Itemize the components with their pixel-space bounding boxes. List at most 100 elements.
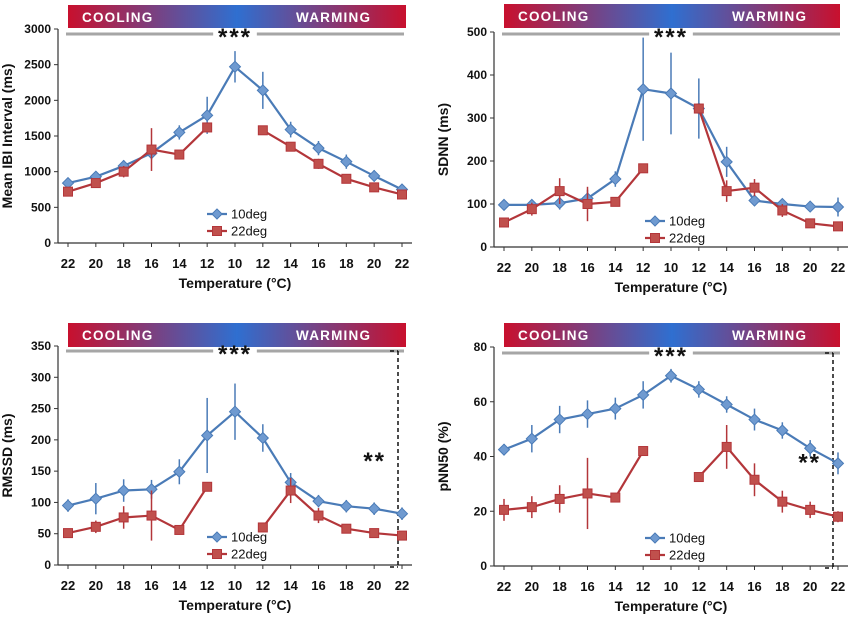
data-point-22deg — [90, 178, 101, 189]
data-point-22deg — [118, 512, 129, 523]
series-10deg — [61, 383, 409, 520]
data-point-10deg — [831, 200, 845, 214]
x-tick-label: 16 — [580, 579, 594, 594]
data-point-10deg — [497, 443, 511, 456]
series-line — [67, 65, 403, 191]
data-point-22deg — [526, 204, 537, 215]
data-point-22deg — [610, 492, 621, 503]
x-tick-label: 20 — [803, 579, 817, 594]
legend-label-10deg: 10deg — [231, 530, 267, 545]
x-tick-label: 10 — [664, 260, 678, 275]
x-tick-label: 18 — [116, 578, 130, 593]
legend-marker-10deg — [649, 215, 661, 227]
y-tick-label: 250 — [31, 402, 51, 416]
x-tick-label: 10 — [228, 256, 242, 271]
series-line — [503, 450, 645, 511]
x-axis-label: Temperature (°C) — [179, 597, 292, 613]
x-tick-label: 14 — [283, 256, 298, 271]
data-point-10deg — [720, 398, 733, 411]
y-tick-label: 80 — [474, 340, 488, 354]
legend: 10deg 22deg — [645, 214, 705, 246]
data-point-10deg — [831, 457, 845, 470]
x-tick-label: 20 — [525, 260, 539, 275]
data-point-10deg — [803, 200, 817, 213]
data-point-22deg — [833, 221, 843, 232]
y-tick-label: 350 — [31, 339, 51, 353]
x-tick-label: 18 — [775, 579, 789, 594]
significance-stars: *** — [654, 343, 688, 370]
data-point-22deg — [526, 502, 537, 513]
x-tick-label: 20 — [367, 256, 381, 271]
y-tick-label: 200 — [467, 154, 487, 168]
x-tick-label: 12 — [692, 260, 706, 275]
x-tick-label: 14 — [719, 579, 734, 594]
x-tick-label: 14 — [608, 260, 623, 275]
data-point-10deg — [636, 388, 650, 402]
data-point-10deg — [340, 155, 353, 168]
series-10deg — [61, 51, 409, 196]
cooling-label: COOLING — [82, 328, 153, 343]
data-point-22deg — [833, 511, 843, 522]
temperature-gradient-bar — [68, 5, 406, 28]
data-point-22deg — [554, 186, 565, 197]
y-tick-label: 0 — [480, 240, 487, 254]
data-point-22deg — [63, 528, 73, 539]
x-tick-label: 10 — [228, 578, 242, 593]
temperature-gradient-bar — [68, 323, 406, 347]
x-tick-label: 12 — [636, 579, 650, 594]
data-point-22deg — [257, 522, 268, 533]
significance-stars: *** — [218, 24, 252, 51]
y-tick-label: 300 — [31, 370, 51, 384]
data-point-22deg — [582, 488, 593, 499]
series-line — [67, 486, 209, 535]
y-tick-label: 0 — [44, 558, 51, 572]
data-point-22deg — [63, 186, 73, 197]
data-point-22deg — [499, 504, 509, 515]
x-tick-label: 16 — [144, 256, 158, 271]
x-tick-label: 20 — [89, 256, 103, 271]
x-tick-label: 18 — [552, 260, 566, 275]
x-tick-label: 22 — [61, 578, 75, 593]
x-tick-label: 12 — [200, 578, 214, 593]
x-tick-label: 14 — [719, 260, 734, 275]
series-22deg — [63, 478, 407, 541]
chart-panel-1: COOLING WARMING *** 0 500 1000 1500 2000 2500 300… — [0, 5, 412, 291]
data-point-22deg — [721, 186, 732, 197]
series-line — [697, 108, 839, 228]
significance-stars: *** — [218, 341, 252, 368]
warming-label: WARMING — [296, 10, 371, 25]
cooling-label: COOLING — [518, 328, 589, 343]
y-tick-label: 0 — [44, 236, 51, 250]
data-point-22deg — [397, 530, 407, 541]
data-point-22deg — [554, 493, 565, 504]
legend-marker-22deg — [650, 233, 660, 243]
x-tick-label: 22 — [497, 579, 511, 594]
data-point-22deg — [285, 141, 296, 152]
data-point-10deg — [497, 198, 511, 212]
data-point-10deg — [609, 172, 622, 186]
data-point-22deg — [638, 163, 649, 174]
data-point-22deg — [638, 446, 649, 457]
cooling-label: COOLING — [82, 10, 153, 25]
x-tick-label: 20 — [367, 578, 381, 593]
cooling-label: COOLING — [518, 9, 589, 24]
y-tick-label: 400 — [467, 68, 487, 82]
chart-panel-3: COOLING WARMING *** 0 50 100 150 200 250 300 350 22… — [0, 323, 412, 613]
series-22deg — [63, 122, 407, 200]
data-point-10deg — [256, 431, 270, 445]
data-point-22deg — [257, 125, 268, 136]
data-point-10deg — [284, 123, 297, 136]
y-axis-label: SDNN (ms) — [435, 103, 451, 176]
legend-label-10deg: 10deg — [669, 214, 705, 229]
data-point-22deg — [174, 524, 185, 535]
data-point-10deg — [117, 484, 130, 497]
legend-marker-10deg — [649, 532, 661, 544]
x-tick-label: 20 — [803, 260, 817, 275]
x-tick-label: 20 — [89, 578, 103, 593]
data-point-10deg — [609, 402, 622, 415]
y-tick-label: 50 — [38, 527, 52, 541]
legend-marker-22deg — [212, 226, 222, 236]
y-tick-label: 1000 — [24, 165, 51, 179]
data-point-10deg — [340, 499, 353, 513]
